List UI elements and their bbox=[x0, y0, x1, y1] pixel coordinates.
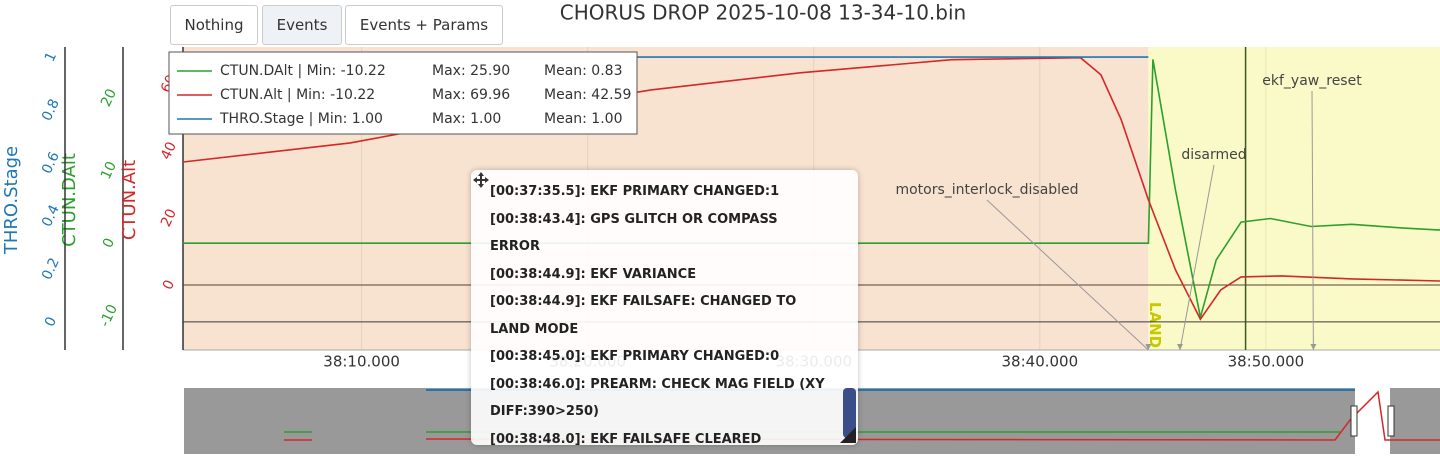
event-message: [00:38:48.0]: EKF FAILSAFE CLEARED bbox=[490, 431, 762, 446]
y-axis-title: THRO.Stage bbox=[1, 146, 22, 255]
arrow-head bbox=[1310, 344, 1317, 350]
annotation-arrow bbox=[1311, 90, 1314, 351]
annotation-text: disarmed bbox=[1181, 147, 1246, 163]
y-tick-label: 0.2 bbox=[39, 255, 63, 282]
y-axis-title: CTUN.DAlt bbox=[59, 153, 80, 247]
overview-window bbox=[1355, 388, 1390, 454]
event-message: [00:38:43.4]: GPS GLITCH OR COMPASS ERRO… bbox=[490, 211, 778, 255]
legend-label: THRO.Stage | Min: 1.00 bbox=[219, 111, 383, 127]
scrollbar[interactable] bbox=[843, 388, 856, 438]
mode-region bbox=[1148, 47, 1440, 350]
event-message: [00:38:44.9]: EKF VARIANCE bbox=[490, 266, 697, 282]
annotation-arrow bbox=[1179, 164, 1215, 351]
y-tick-label: 40 bbox=[158, 139, 180, 162]
arrow-head bbox=[1145, 344, 1152, 350]
legend-max: Max: 25.90 bbox=[432, 63, 510, 79]
chart-title: CHORUS DROP 2025-10-08 13-34-10.bin bbox=[560, 1, 966, 25]
button[interactable]: Nothing bbox=[170, 5, 258, 45]
button[interactable]: Events bbox=[262, 5, 342, 45]
y-tick-label: 0.6 bbox=[39, 149, 63, 176]
y-tick-label: -10 bbox=[97, 302, 121, 329]
legend-max: Max: 69.96 bbox=[432, 87, 510, 103]
y-axis-title: CTUN.Alt bbox=[119, 160, 140, 240]
button[interactable]: Events + Params bbox=[345, 5, 503, 45]
move-icon[interactable] bbox=[473, 172, 489, 188]
y-tick-label: 60 bbox=[158, 72, 180, 95]
legend-label: CTUN.DAlt | Min: -10.22 bbox=[220, 63, 386, 79]
range-handle[interactable] bbox=[1350, 405, 1358, 437]
y-tick-label: 0 bbox=[42, 315, 60, 330]
legend: CTUN.DAlt | Min: -10.22 Max: 25.90 Mean: 0… bbox=[168, 51, 638, 135]
range-handle[interactable] bbox=[1387, 405, 1395, 437]
event-message: [00:38:44.9]: EKF FAILSAFE: CHANGED TO L… bbox=[490, 294, 797, 337]
annotation-arrow bbox=[986, 199, 1149, 351]
event-message: [00:37:35.5]: EKF PRIMARY CHANGED:1 bbox=[490, 184, 780, 199]
legend-box bbox=[168, 51, 638, 135]
message-list: [00:37:35.5]: EKF PRIMARY CHANGED:1 [00:3… bbox=[490, 178, 828, 445]
y-tick-label: 0.8 bbox=[39, 97, 63, 124]
x-tick-label: 38:50.000 bbox=[1228, 353, 1305, 371]
legend-mean: Mean: 42.59 bbox=[544, 87, 631, 103]
annotation-text: motors_interlock_disabled bbox=[895, 182, 1078, 198]
x-tick-label: 38:40.000 bbox=[1002, 353, 1079, 371]
legend-max: Max: 1.00 bbox=[432, 111, 501, 127]
resize-handle[interactable] bbox=[840, 427, 856, 443]
annotation-text: ekf_yaw_reset bbox=[1262, 73, 1362, 89]
y-tick-label: 20 bbox=[98, 86, 120, 109]
event-message: [00:38:45.0]: EKF PRIMARY CHANGED:0 bbox=[490, 349, 780, 364]
mode-label: LAND bbox=[1146, 302, 1164, 348]
y-tick-label: 0 bbox=[160, 278, 178, 293]
y-tick-label: 20 bbox=[158, 206, 180, 229]
legend-mean: Mean: 0.83 bbox=[544, 63, 622, 79]
arrow-head bbox=[1177, 344, 1184, 350]
y-tick-label: 0.4 bbox=[39, 202, 63, 229]
y-tick-label: 10 bbox=[98, 159, 120, 182]
legend-label: CTUN.Alt | Min: -10.22 bbox=[220, 87, 375, 103]
events-panel[interactable]: [00:37:35.5]: EKF PRIMARY CHANGED:1 [00:3… bbox=[471, 170, 858, 445]
y-tick-label: 1 bbox=[42, 50, 60, 65]
y-tick-label: 0 bbox=[100, 236, 118, 251]
x-tick-label: 38:10.000 bbox=[323, 353, 400, 371]
event-message: [00:38:46.0]: PREARM: CHECK MAG FIELD (X… bbox=[490, 376, 825, 420]
legend-mean: Mean: 1.00 bbox=[544, 111, 622, 127]
